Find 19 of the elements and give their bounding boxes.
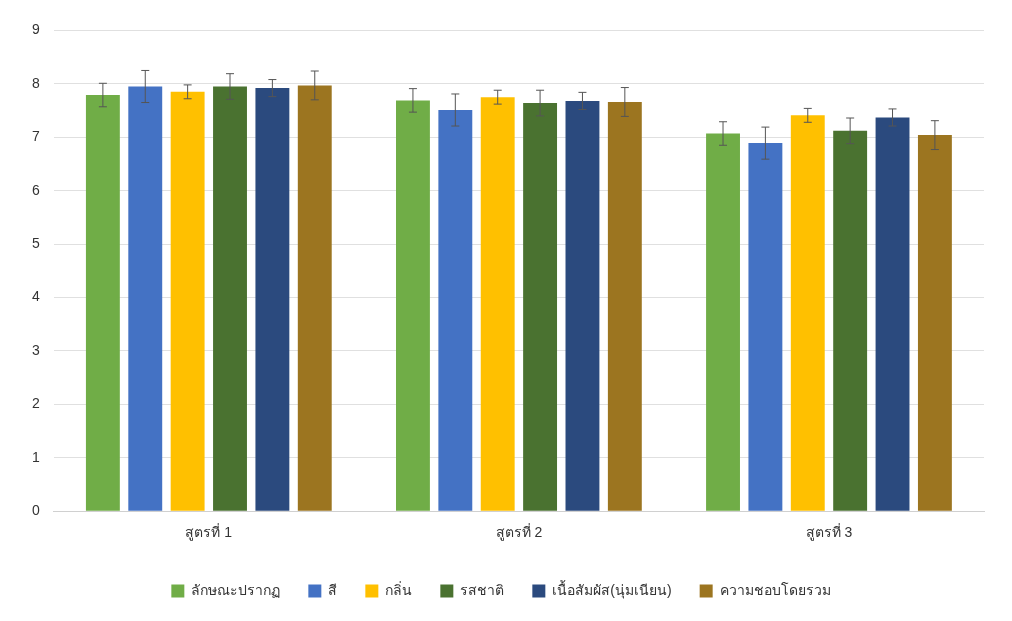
legend-label: เนื้อสัมผัส(นุ่มเนียน) (552, 579, 672, 599)
y-tick-label: 9 (31, 21, 40, 38)
x-tick-label: สูตรที่ 2 (495, 523, 543, 542)
y-tick-label: 3 (31, 341, 40, 358)
y-tick-label: 6 (31, 181, 40, 198)
legend-label: รสชาติ (460, 581, 505, 598)
y-tick-label: 7 (31, 128, 40, 145)
legend-label: สี (328, 581, 338, 598)
y-tick-label: 8 (31, 74, 40, 91)
y-tick-label: 2 (31, 395, 40, 412)
legend-label: ลักษณะปรากฏ (191, 581, 281, 598)
legend-label: ความชอบโดยรวม (719, 581, 831, 598)
y-tick-label: 1 (31, 448, 40, 465)
y-tick-label: 5 (31, 234, 40, 251)
y-tick-label: 0 (31, 502, 40, 519)
legend-label: กลิ่น (385, 580, 413, 598)
x-tick-label: สูตรที่ 1 (185, 523, 233, 542)
x-tick-label: สูตรที่ 3 (805, 523, 853, 542)
y-tick-label: 4 (31, 288, 40, 305)
